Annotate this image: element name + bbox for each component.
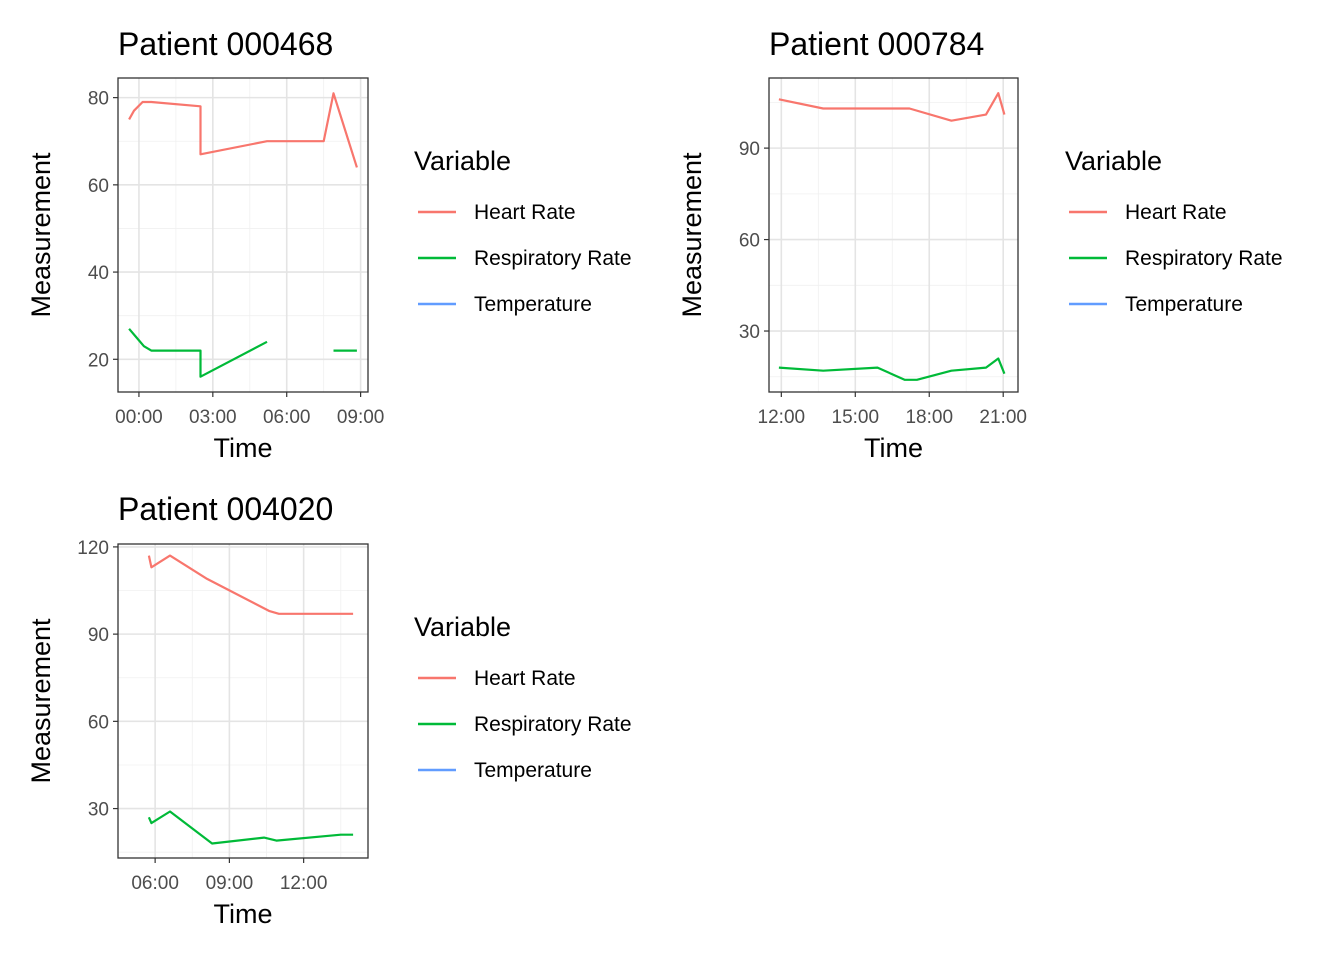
y-tick-label: 90 bbox=[88, 625, 109, 646]
x-axis-label: Time bbox=[214, 433, 273, 463]
x-tick-label: 09:00 bbox=[337, 407, 385, 428]
x-tick-label: 00:00 bbox=[115, 407, 163, 428]
legend-label: Respiratory Rate bbox=[474, 713, 632, 736]
panel-border bbox=[117, 77, 369, 393]
x-tick-label: 03:00 bbox=[189, 407, 237, 428]
legend-title: Variable bbox=[1065, 146, 1162, 176]
legend-item: Temperature bbox=[1069, 293, 1243, 316]
legend-title: Variable bbox=[414, 146, 511, 176]
y-axis-label: Measurement bbox=[26, 618, 56, 784]
chart-title: Patient 000784 bbox=[769, 26, 984, 62]
plot-panel bbox=[118, 78, 368, 392]
series-line-respiratory-rate bbox=[778, 357, 1006, 381]
panel-border bbox=[117, 543, 369, 859]
legend-label: Respiratory Rate bbox=[1125, 247, 1283, 270]
x-axis-label: Time bbox=[214, 899, 273, 929]
y-axis-label: Measurement bbox=[677, 152, 707, 318]
legend-item: Heart Rate bbox=[418, 201, 576, 224]
x-tick-label: 06:00 bbox=[263, 407, 311, 428]
legend: Variable Heart Rate Respiratory Rate Temper… bbox=[414, 612, 632, 782]
panel-2: 30 60 90 12:00 15:00 18:00 21:00 Patient 000784… bbox=[677, 26, 1283, 463]
y-tick-label: 60 bbox=[739, 231, 760, 252]
legend-item: Temperature bbox=[418, 759, 592, 782]
legend: Variable Heart Rate Respiratory Rate Temper… bbox=[1065, 146, 1283, 316]
panel-3: 30 60 90 120 06:00 09:00 12:00 Patient 004020 Ti… bbox=[26, 491, 632, 929]
y-tick-label: 60 bbox=[88, 712, 109, 733]
legend-label: Heart Rate bbox=[474, 667, 576, 690]
legend-item: Respiratory Rate bbox=[418, 247, 632, 270]
y-tick-label: 90 bbox=[739, 139, 760, 160]
x-tick-label: 06:00 bbox=[131, 873, 179, 894]
x-tick-label: 12:00 bbox=[758, 407, 806, 428]
chart-title: Patient 000468 bbox=[118, 26, 333, 62]
series-line-heart-rate bbox=[147, 554, 354, 615]
x-tick-label: 15:00 bbox=[832, 407, 880, 428]
panel-border bbox=[768, 77, 1019, 393]
x-tick-label: 18:00 bbox=[905, 407, 953, 428]
x-tick-label: 09:00 bbox=[206, 873, 254, 894]
series-line-respiratory-rate bbox=[128, 328, 268, 378]
legend-item: Respiratory Rate bbox=[1069, 247, 1283, 270]
legend-label: Temperature bbox=[474, 293, 592, 316]
panel-1: 20 40 60 80 00:00 03:00 06:00 09:00 Patient 0004… bbox=[26, 26, 632, 463]
x-tick-label: 21:00 bbox=[979, 407, 1027, 428]
y-tick-label: 30 bbox=[88, 800, 109, 821]
legend-item: Heart Rate bbox=[418, 667, 576, 690]
x-tick-label: 12:00 bbox=[280, 873, 328, 894]
legend-label: Respiratory Rate bbox=[474, 247, 632, 270]
y-tick-label: 80 bbox=[88, 89, 109, 110]
x-axis-label: Time bbox=[864, 433, 923, 463]
y-axis-label: Measurement bbox=[26, 152, 56, 318]
y-tick-label: 40 bbox=[88, 263, 109, 284]
plot-panel bbox=[769, 78, 1018, 392]
series-line-heart-rate bbox=[778, 92, 1006, 122]
series-line-respiratory-rate bbox=[147, 810, 354, 845]
legend-label: Temperature bbox=[474, 759, 592, 782]
legend-item: Temperature bbox=[418, 293, 592, 316]
legend-item: Respiratory Rate bbox=[418, 713, 632, 736]
legend-item: Heart Rate bbox=[1069, 201, 1227, 224]
legend-label: Temperature bbox=[1125, 293, 1243, 316]
y-tick-label: 30 bbox=[739, 322, 760, 343]
legend-title: Variable bbox=[414, 612, 511, 642]
y-tick-label: 60 bbox=[88, 176, 109, 197]
series-line-heart-rate bbox=[128, 92, 358, 168]
y-tick-label: 20 bbox=[88, 350, 109, 371]
legend-label: Heart Rate bbox=[1125, 201, 1227, 224]
legend-label: Heart Rate bbox=[474, 201, 576, 224]
chart-title: Patient 004020 bbox=[118, 491, 333, 527]
legend: Variable Heart Rate Respiratory Rate Temper… bbox=[414, 146, 632, 316]
y-tick-label: 120 bbox=[77, 538, 109, 559]
